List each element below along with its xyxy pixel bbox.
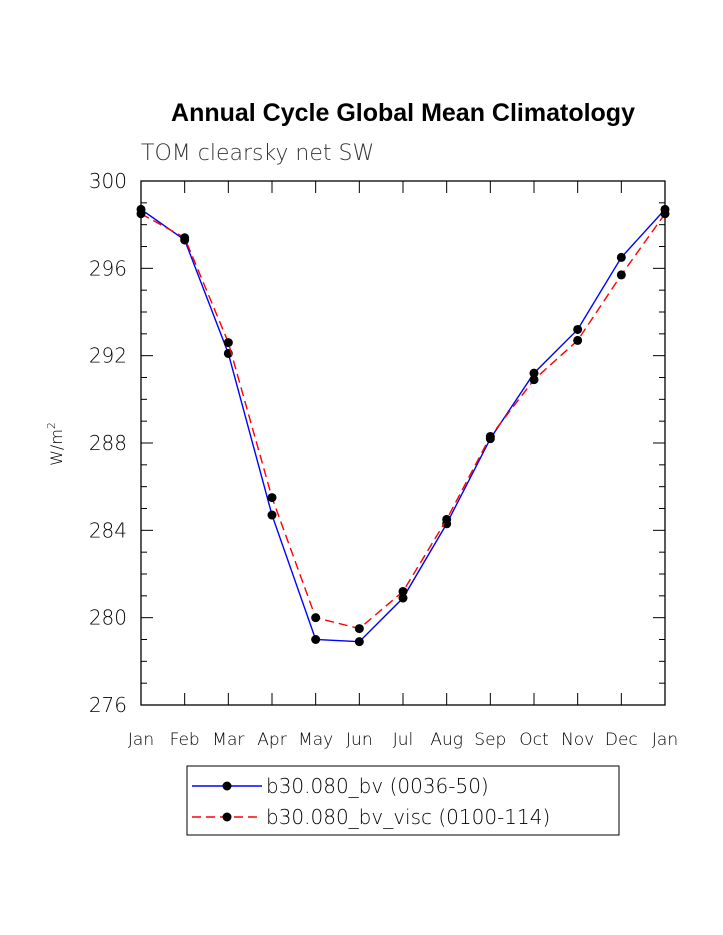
series-line xyxy=(140,208,666,643)
y-tick-label: 300 xyxy=(89,169,127,193)
y-axis-label: W/m2 xyxy=(45,422,66,466)
data-point xyxy=(267,510,277,520)
y-tick-label: 288 xyxy=(89,431,127,455)
x-tick-label: Jul xyxy=(393,730,414,750)
data-point xyxy=(223,338,233,348)
data-point xyxy=(529,375,539,385)
data-point xyxy=(180,233,190,243)
x-tick-label: Mar xyxy=(212,730,244,750)
y-tick-label: 292 xyxy=(89,344,127,368)
legend-marker xyxy=(222,812,232,822)
series-1 xyxy=(136,204,670,647)
y-tick-label: 284 xyxy=(89,518,127,542)
y-axis-label-text: W/m xyxy=(47,429,66,466)
legend-label: b30.080_bv_visc (0100-114) xyxy=(266,805,550,829)
y-tick-labels: 276 280 284 288 292 296 300 xyxy=(89,169,127,717)
x-tick-label: Apr xyxy=(257,730,286,750)
data-point xyxy=(311,635,321,644)
x-tick-label: Oct xyxy=(519,730,548,750)
y-tick-label: 276 xyxy=(89,693,127,717)
x-tick-label: Dec xyxy=(605,730,638,750)
x-tick-label: Sep xyxy=(474,730,506,750)
x-tick-label: Jan xyxy=(652,730,678,750)
x-tick-label: Feb xyxy=(170,730,200,750)
data-point xyxy=(311,613,321,623)
data-point xyxy=(442,514,452,524)
series-layer xyxy=(136,204,670,647)
data-point xyxy=(616,270,626,280)
x-tick-label: Jan xyxy=(128,730,154,750)
series-2 xyxy=(136,209,670,634)
data-point xyxy=(354,637,364,647)
plot-frame xyxy=(140,180,666,706)
data-point xyxy=(398,593,408,603)
y-tick-label: 296 xyxy=(89,256,127,280)
x-tick-label: Nov xyxy=(561,730,594,750)
data-point xyxy=(529,368,539,378)
data-point xyxy=(354,624,364,634)
y-axis-label-superscript: 2 xyxy=(45,422,58,429)
x-tick-label: Aug xyxy=(430,730,463,750)
data-point xyxy=(398,586,408,596)
x-tick-labels: Jan Feb Mar Apr May Jun Jul Aug Sep Oct Nov Dec Jan xyxy=(128,730,678,750)
data-point xyxy=(573,324,583,334)
data-point xyxy=(616,252,626,262)
legend-marker xyxy=(222,781,232,791)
axis-ticks xyxy=(140,180,666,706)
x-tick-label: May xyxy=(298,730,333,750)
legend-label: b30.080_bv (0036-50) xyxy=(266,774,489,798)
data-point xyxy=(573,335,583,345)
x-tick-label: Jun xyxy=(346,730,373,750)
chart-subtitle: TOM clearsky net SW xyxy=(141,141,374,166)
y-tick-label: 280 xyxy=(89,606,127,630)
data-point xyxy=(267,493,277,503)
series-line xyxy=(140,213,666,630)
chart-title: Annual Cycle Global Mean Climatology xyxy=(171,99,635,127)
legend: b30.080_bv (0036-50) b30.080_bv_visc (010… xyxy=(186,765,620,836)
legend-box xyxy=(186,765,620,836)
data-point xyxy=(485,431,495,441)
